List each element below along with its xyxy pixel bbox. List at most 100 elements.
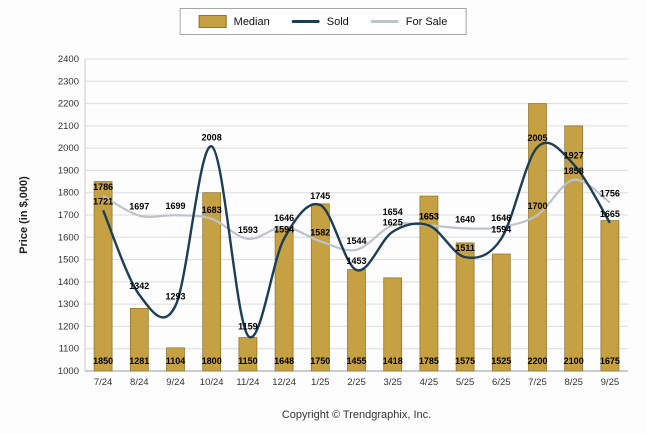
median-bar [129, 308, 149, 372]
price-chart-canvas: 1000 1100 1200 1300 1400 1500 1600 1700 1800 1900… [18, 54, 628, 388]
y-tick-label: 2100 [58, 121, 79, 132]
sold-value-label: 1511 [455, 243, 475, 253]
x-axis-label: 10/24 [200, 377, 224, 388]
bar-value-label: 1281 [129, 356, 149, 366]
for-sale-value-label: 1858 [564, 166, 584, 176]
sold-line [101, 141, 611, 339]
for-sale-value-label: 1786 [93, 182, 113, 192]
y-tick-label: 1900 [58, 165, 79, 176]
for-sale-value-label: 1646 [491, 213, 511, 223]
y-tick-label: 1000 [58, 366, 79, 377]
median-bar [238, 337, 258, 372]
bar-value-label: 1525 [491, 356, 511, 366]
y-tick-label: 1700 [58, 210, 79, 221]
y-axis-title: Price (in $,000) [18, 176, 30, 254]
x-axis-label: 2/25 [347, 377, 366, 388]
sold-value-label: 2005 [527, 133, 547, 143]
y-tick-label: 1800 [58, 188, 79, 199]
y-tick-label: 1100 [59, 344, 79, 355]
sold-value-label: 1594 [274, 225, 294, 235]
bar-value-label: 1104 [166, 356, 186, 366]
median-bar [491, 253, 511, 372]
median-bar [564, 125, 584, 372]
sold-value-label: 1721 [93, 196, 113, 206]
x-axis-label: 7/25 [528, 377, 547, 388]
median-bar [383, 277, 403, 372]
bar-value-label: 1850 [93, 356, 113, 366]
sold-value-label: 2008 [202, 132, 222, 142]
y-tick-label: 2000 [58, 143, 79, 154]
sold-value-label: 1927 [564, 150, 584, 160]
median-bar [93, 181, 113, 372]
x-axis-label: 6/25 [492, 377, 511, 388]
y-tick-label: 1600 [58, 232, 79, 243]
legend-item-sold: Sold [291, 15, 349, 28]
bar-value-label: 1418 [383, 356, 403, 366]
y-tick-label: 1200 [58, 321, 79, 332]
sold-value-label: 1293 [165, 292, 185, 302]
x-axis-label: 9/25 [601, 377, 620, 388]
legend-label-sold: Sold [326, 15, 349, 28]
bar-value-label: 2200 [527, 356, 547, 366]
bar-value-label: 1150 [238, 356, 258, 366]
legend-label-for-sale: For Sale [405, 15, 448, 28]
x-axis-label: 8/25 [564, 377, 583, 388]
median-bar [528, 103, 547, 372]
for-sale-value-label: 1697 [129, 202, 149, 212]
for-sale-value-label: 1544 [346, 236, 366, 246]
x-axis-label: 1/25 [311, 377, 330, 388]
for-sale-value-label: 1640 [455, 214, 475, 224]
for-sale-line [102, 178, 611, 252]
sold-value-label: 1745 [310, 191, 330, 201]
x-axis-label: 9/24 [166, 377, 185, 388]
for-sale-value-label: 1683 [202, 205, 222, 215]
legend-label-median: Median [233, 15, 270, 28]
legend-item-median: Median [198, 15, 270, 28]
bar-value-label: 1675 [600, 356, 620, 366]
median-bar [274, 226, 294, 372]
for-sale-value-label: 1653 [419, 211, 439, 221]
x-axis-label: 4/25 [420, 377, 439, 388]
median-bar [166, 347, 185, 372]
bar-value-label: 1575 [455, 356, 475, 366]
for-sale-value-label: 1593 [238, 225, 258, 235]
for-sale-value-label: 1699 [165, 201, 185, 211]
sold-value-label: 1653 [419, 211, 439, 221]
sold-value-label: 1453 [346, 256, 366, 266]
sold-value-label: 1665 [600, 209, 620, 219]
y-tick-label: 2400 [58, 54, 79, 65]
x-axis-label: 7/24 [94, 377, 113, 388]
median-bar [419, 195, 439, 372]
median-swatch-icon [198, 15, 227, 28]
bar-value-label: 1648 [274, 356, 294, 366]
y-tick-label: 2200 [58, 99, 79, 110]
y-tick-label: 1500 [58, 255, 79, 266]
x-axis-label: 12/24 [272, 377, 296, 388]
sold-value-label: 1594 [491, 225, 511, 235]
legend-item-for-sale: For Sale [370, 15, 448, 28]
for-sale-swatch-icon [370, 20, 399, 23]
median-bar [202, 192, 222, 372]
y-tick-label: 1400 [58, 277, 79, 288]
median-bar [455, 242, 475, 372]
y-tick-label: 2300 [58, 76, 79, 87]
bar-value-label: 1455 [346, 356, 366, 366]
bar-value-label: 1800 [202, 356, 222, 366]
copyright-text: Copyright © Trendgraphix, Inc. [281, 409, 432, 421]
median-bar [600, 220, 620, 372]
bar-value-label: 1750 [310, 356, 330, 366]
for-sale-value-label: 1646 [274, 213, 294, 223]
sold-swatch-icon [291, 20, 320, 23]
bar-value-label: 1785 [419, 356, 439, 366]
bar-value-label: 2100 [564, 356, 584, 366]
for-sale-value-label: 1756 [600, 189, 620, 199]
chart-legend: Median Sold For Sale [179, 8, 467, 35]
for-sale-value-label: 1654 [383, 207, 403, 217]
for-sale-value-label: 1582 [310, 227, 330, 237]
x-axis-label: 3/25 [383, 377, 402, 388]
sold-value-label: 1342 [129, 281, 149, 291]
y-tick-label: 1300 [58, 299, 79, 310]
sold-value-label: 1159 [238, 322, 258, 332]
x-axis-label: 11/24 [236, 377, 259, 388]
